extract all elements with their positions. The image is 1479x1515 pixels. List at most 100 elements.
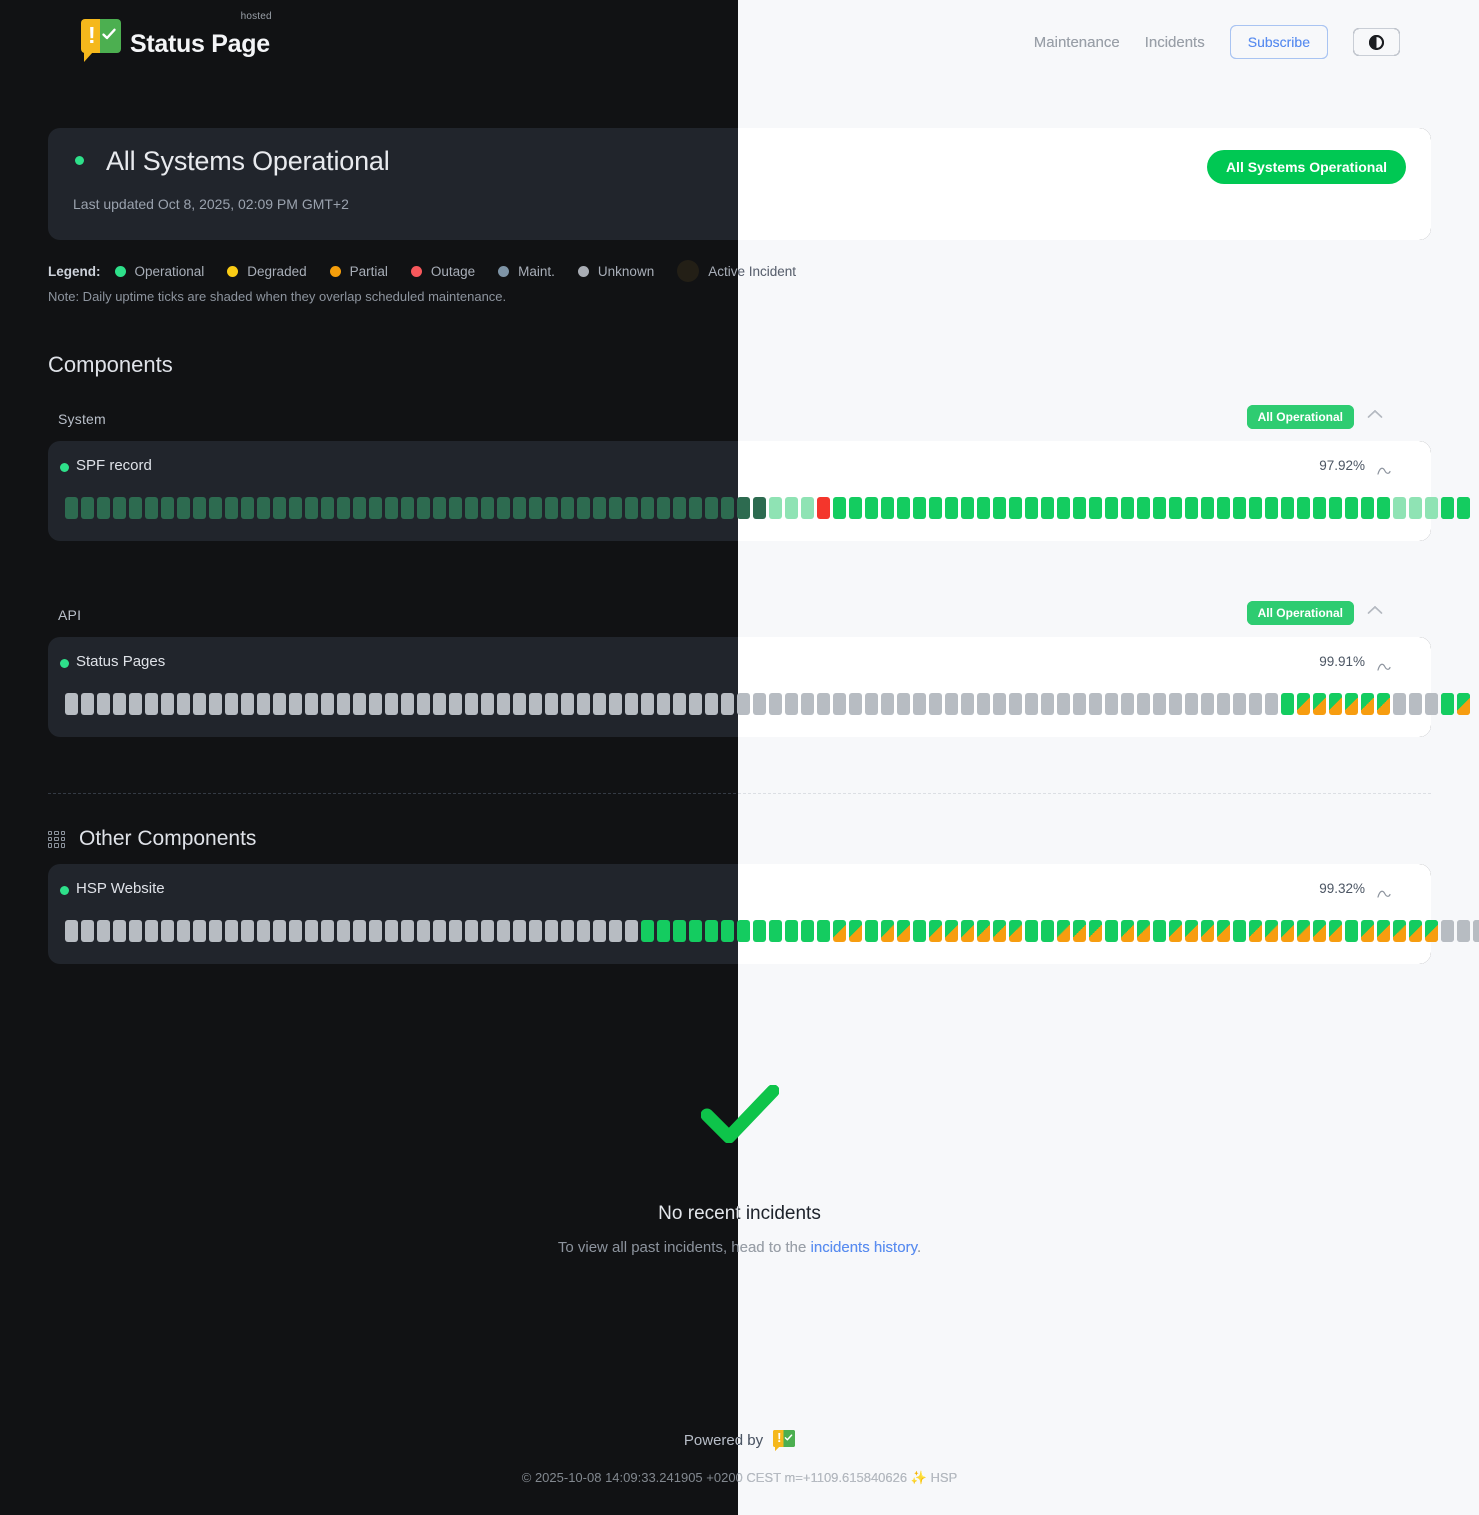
uptime-tick[interactable] <box>1409 497 1422 519</box>
uptime-tick[interactable] <box>1249 693 1262 715</box>
uptime-tick[interactable] <box>833 497 846 519</box>
uptime-tick[interactable] <box>305 693 318 715</box>
uptime-tick[interactable] <box>529 920 542 942</box>
uptime-tick[interactable] <box>1425 693 1438 715</box>
uptime-tick[interactable] <box>225 497 238 519</box>
uptime-tick[interactable] <box>625 920 638 942</box>
subscribe-button[interactable]: Subscribe <box>1229 25 1328 59</box>
uptime-tick[interactable] <box>1025 497 1038 519</box>
uptime-tick[interactable] <box>321 920 334 942</box>
uptime-tick[interactable] <box>1073 693 1086 715</box>
uptime-tick[interactable] <box>337 497 350 519</box>
status-page-mini-logo-icon[interactable]: ! <box>773 1430 796 1451</box>
uptime-tick[interactable] <box>593 497 606 519</box>
uptime-tick[interactable] <box>929 497 942 519</box>
uptime-tick[interactable] <box>433 920 446 942</box>
uptime-tick[interactable] <box>849 920 862 942</box>
uptime-tick[interactable] <box>945 920 958 942</box>
uptime-tick[interactable] <box>1025 920 1038 942</box>
uptime-tick[interactable] <box>545 920 558 942</box>
uptime-tick[interactable] <box>817 693 830 715</box>
uptime-tick[interactable] <box>545 497 558 519</box>
uptime-tick[interactable] <box>1313 497 1326 519</box>
uptime-tick[interactable] <box>1169 497 1182 519</box>
uptime-tick[interactable] <box>97 693 110 715</box>
uptime-ticks-spf-record[interactable] <box>48 497 1470 519</box>
uptime-tick[interactable] <box>561 693 574 715</box>
uptime-tick[interactable] <box>593 920 606 942</box>
uptime-tick[interactable] <box>849 497 862 519</box>
uptime-tick[interactable] <box>913 920 926 942</box>
uptime-tick[interactable] <box>305 497 318 519</box>
sparkline-icon[interactable] <box>1377 886 1391 898</box>
uptime-tick[interactable] <box>1377 497 1390 519</box>
uptime-tick[interactable] <box>1137 693 1150 715</box>
uptime-tick[interactable] <box>1425 497 1438 519</box>
uptime-tick[interactable] <box>1105 693 1118 715</box>
uptime-tick[interactable] <box>177 920 190 942</box>
uptime-tick[interactable] <box>1361 497 1374 519</box>
uptime-tick[interactable] <box>1425 920 1438 942</box>
uptime-tick[interactable] <box>961 497 974 519</box>
uptime-tick[interactable] <box>1313 920 1326 942</box>
uptime-ticks-hsp-website[interactable] <box>48 920 1479 942</box>
uptime-tick[interactable] <box>513 693 526 715</box>
uptime-tick[interactable] <box>1441 693 1454 715</box>
uptime-tick[interactable] <box>1409 920 1422 942</box>
uptime-tick[interactable] <box>913 497 926 519</box>
uptime-tick[interactable] <box>977 920 990 942</box>
uptime-tick[interactable] <box>1041 497 1054 519</box>
uptime-tick[interactable] <box>1153 693 1166 715</box>
uptime-tick[interactable] <box>1281 497 1294 519</box>
uptime-tick[interactable] <box>401 920 414 942</box>
uptime-tick[interactable] <box>417 920 430 942</box>
uptime-tick[interactable] <box>705 920 718 942</box>
uptime-tick[interactable] <box>1009 497 1022 519</box>
uptime-tick[interactable] <box>1217 497 1230 519</box>
uptime-tick[interactable] <box>1473 920 1479 942</box>
uptime-tick[interactable] <box>65 920 78 942</box>
uptime-tick[interactable] <box>1089 693 1102 715</box>
uptime-tick[interactable] <box>481 920 494 942</box>
uptime-tick[interactable] <box>817 920 830 942</box>
uptime-tick[interactable] <box>1105 497 1118 519</box>
uptime-tick[interactable] <box>833 920 846 942</box>
uptime-tick[interactable] <box>1041 920 1054 942</box>
uptime-tick[interactable] <box>65 497 78 519</box>
uptime-tick[interactable] <box>305 920 318 942</box>
uptime-tick[interactable] <box>945 497 958 519</box>
uptime-tick[interactable] <box>577 920 590 942</box>
uptime-tick[interactable] <box>865 920 878 942</box>
uptime-tick[interactable] <box>609 693 622 715</box>
uptime-tick[interactable] <box>609 497 622 519</box>
uptime-tick[interactable] <box>465 920 478 942</box>
uptime-tick[interactable] <box>705 497 718 519</box>
uptime-tick[interactable] <box>1361 693 1374 715</box>
uptime-tick[interactable] <box>1329 693 1342 715</box>
uptime-tick[interactable] <box>721 693 734 715</box>
uptime-tick[interactable] <box>145 497 158 519</box>
uptime-tick[interactable] <box>145 920 158 942</box>
uptime-tick[interactable] <box>225 693 238 715</box>
uptime-tick[interactable] <box>385 497 398 519</box>
uptime-tick[interactable] <box>769 693 782 715</box>
uptime-tick[interactable] <box>1281 693 1294 715</box>
uptime-tick[interactable] <box>161 920 174 942</box>
uptime-tick[interactable] <box>433 497 446 519</box>
uptime-tick[interactable] <box>1409 693 1422 715</box>
chevron-up-icon[interactable] <box>1367 605 1383 615</box>
uptime-tick[interactable] <box>801 693 814 715</box>
uptime-tick[interactable] <box>833 693 846 715</box>
uptime-tick[interactable] <box>257 497 270 519</box>
uptime-tick[interactable] <box>1121 497 1134 519</box>
uptime-tick[interactable] <box>449 693 462 715</box>
uptime-tick[interactable] <box>465 497 478 519</box>
uptime-tick[interactable] <box>1153 497 1166 519</box>
uptime-tick[interactable] <box>1377 693 1390 715</box>
uptime-tick[interactable] <box>481 497 494 519</box>
uptime-tick[interactable] <box>625 497 638 519</box>
uptime-tick[interactable] <box>673 693 686 715</box>
uptime-tick[interactable] <box>97 497 110 519</box>
uptime-tick[interactable] <box>449 497 462 519</box>
uptime-tick[interactable] <box>449 920 462 942</box>
